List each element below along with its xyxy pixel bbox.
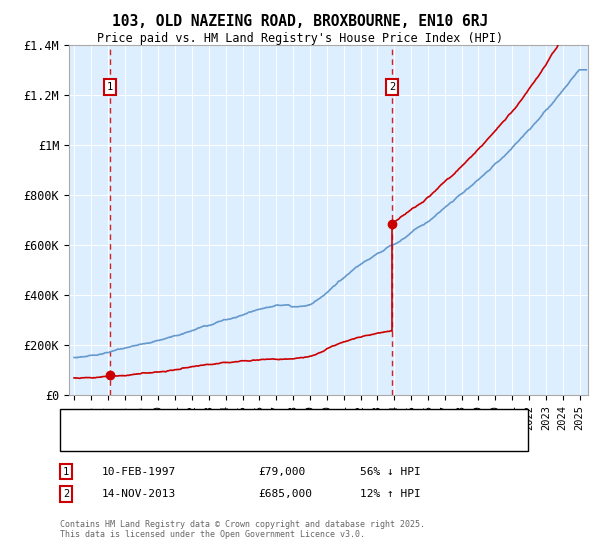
Text: —: — bbox=[69, 412, 79, 430]
Text: £685,000: £685,000 bbox=[258, 489, 312, 499]
Text: 56% ↓ HPI: 56% ↓ HPI bbox=[360, 466, 421, 477]
Text: —: — bbox=[69, 431, 79, 449]
Text: 10-FEB-1997: 10-FEB-1997 bbox=[102, 466, 176, 477]
Text: 2: 2 bbox=[389, 82, 395, 92]
Text: 1: 1 bbox=[63, 466, 69, 477]
Text: 12% ↑ HPI: 12% ↑ HPI bbox=[360, 489, 421, 499]
Text: HPI: Average price, detached house, Epping Forest: HPI: Average price, detached house, Eppi… bbox=[93, 435, 399, 445]
Text: 14-NOV-2013: 14-NOV-2013 bbox=[102, 489, 176, 499]
Text: 103, OLD NAZEING ROAD, BROXBOURNE, EN10 6RJ: 103, OLD NAZEING ROAD, BROXBOURNE, EN10 … bbox=[112, 14, 488, 29]
Text: 1: 1 bbox=[106, 82, 113, 92]
Text: Price paid vs. HM Land Registry's House Price Index (HPI): Price paid vs. HM Land Registry's House … bbox=[97, 32, 503, 45]
Text: 2: 2 bbox=[63, 489, 69, 499]
Text: 103, OLD NAZEING ROAD, BROXBOURNE, EN10 6RJ (detached house): 103, OLD NAZEING ROAD, BROXBOURNE, EN10 … bbox=[93, 416, 468, 426]
Text: Contains HM Land Registry data © Crown copyright and database right 2025.
This d: Contains HM Land Registry data © Crown c… bbox=[60, 520, 425, 539]
Text: £79,000: £79,000 bbox=[258, 466, 305, 477]
